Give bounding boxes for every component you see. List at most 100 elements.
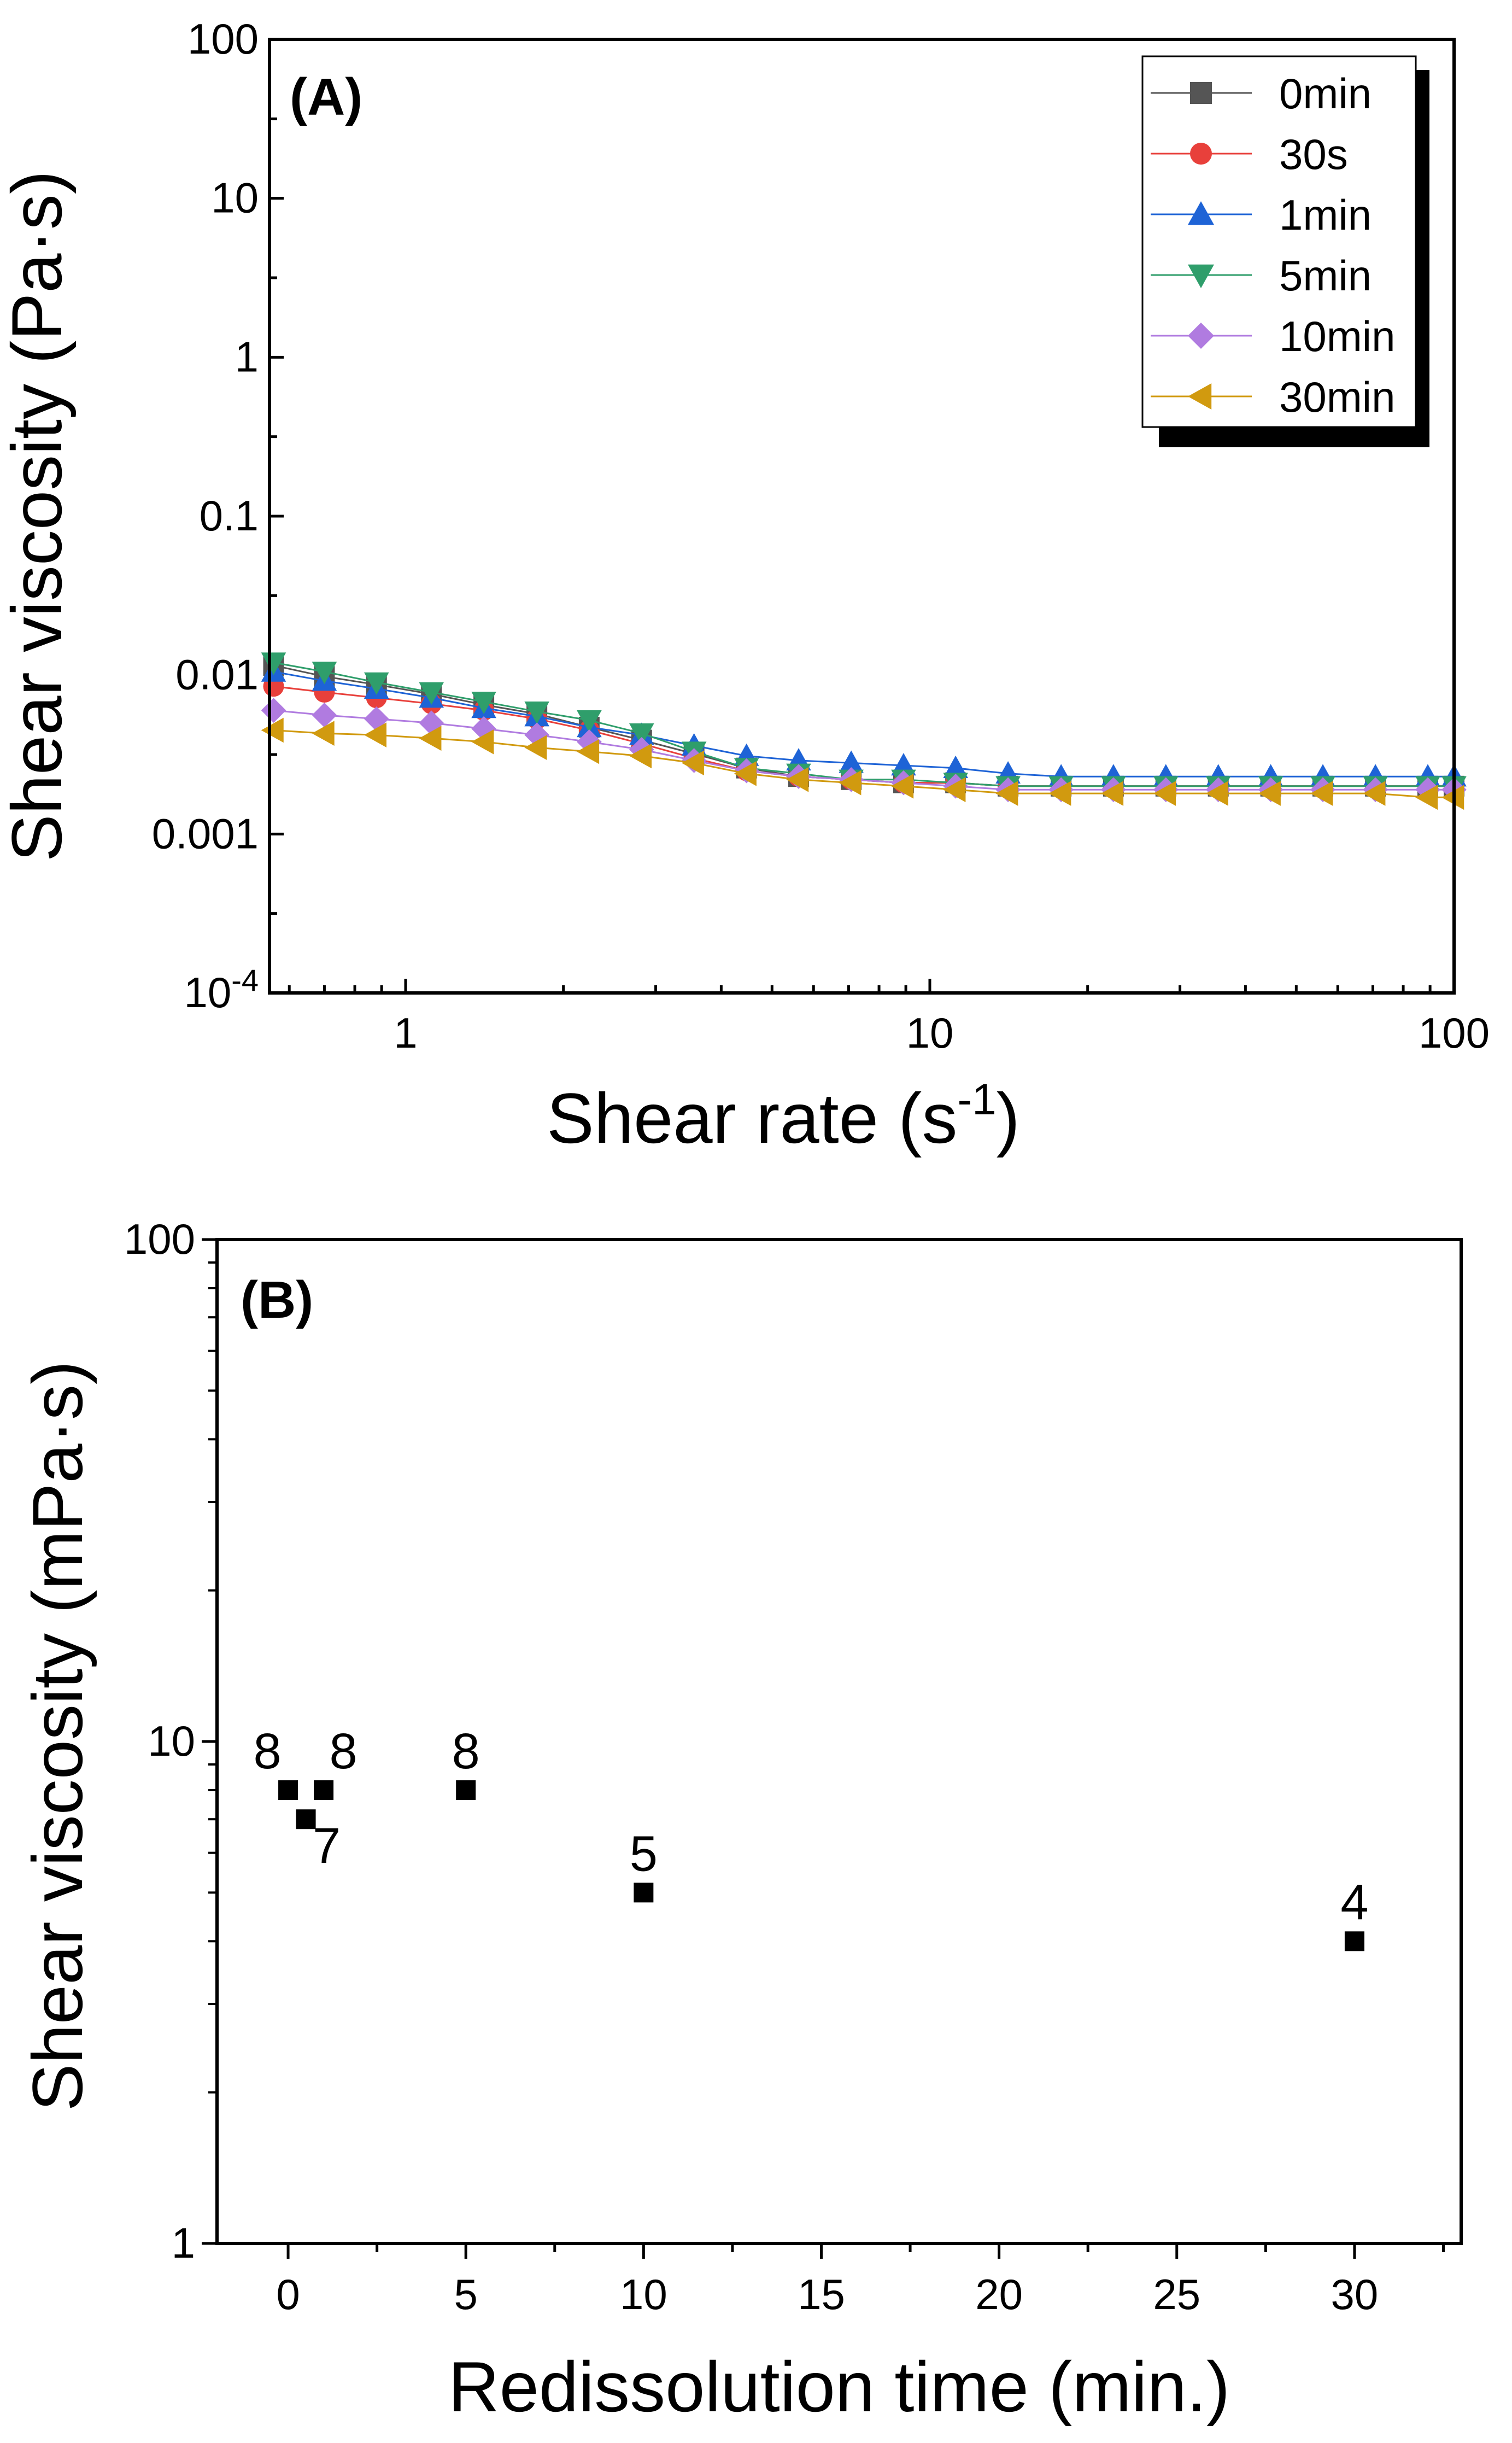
y-tick-label: 10-4 [184, 963, 259, 1016]
data-point [261, 698, 286, 723]
data-point [943, 755, 968, 778]
series-30min [261, 717, 1464, 810]
legend-item-5min: 5min [1151, 252, 1372, 300]
y-tick-label: 1 [172, 2219, 195, 2267]
x-tick-label: 20 [975, 2270, 1023, 2318]
panel-a-y-axis-label: Shear viscosity (Pa·s) [0, 171, 77, 862]
legend-marker [1190, 143, 1212, 165]
panel-b-ticks [202, 1238, 1445, 2259]
data-point [634, 1883, 654, 1903]
legend-box [1141, 55, 1417, 428]
panel-a-x-axis-label-text: Shear rate (s [547, 1078, 957, 1158]
data-point [943, 777, 966, 803]
data-point [1205, 781, 1228, 806]
panel-a-plot-frame [268, 38, 1456, 995]
data-point [364, 672, 389, 695]
data-point [1415, 785, 1438, 810]
legend-label: 10min [1279, 312, 1395, 360]
legend-item-1min: 1min [1151, 191, 1372, 239]
data-label: 7 [313, 1818, 341, 1874]
x-tick-label: 25 [1153, 2270, 1200, 2318]
panel-a-x-axis-label: Shear rate (s-1) [547, 1075, 1020, 1158]
legend-item-30s: 30s [1151, 130, 1348, 178]
data-point [1344, 1931, 1364, 1951]
data-point [839, 770, 862, 796]
x-tick-label: 30 [1331, 2270, 1379, 2318]
panel-b-label: (B) [241, 1271, 313, 1329]
data-point [419, 726, 442, 751]
data-point [261, 717, 284, 743]
data-point [1310, 781, 1333, 806]
legend-item-0min: 0min [1151, 69, 1372, 118]
data-point [524, 735, 547, 760]
data-point [524, 722, 549, 747]
data-point [1048, 781, 1071, 806]
panel-b-points: 878 854 [253, 1723, 1369, 1951]
legend-label: 5min [1279, 252, 1372, 300]
x-tick-label: 1 [394, 1009, 417, 1057]
data-label: 8 [329, 1723, 357, 1779]
data-point [1258, 781, 1281, 806]
series-line [273, 671, 1454, 778]
legend-label: 0min [1279, 69, 1372, 118]
data-point [577, 739, 600, 764]
data-label: 8 [253, 1723, 281, 1779]
data-point [577, 710, 602, 733]
data-point [314, 1780, 334, 1800]
data-point [1363, 781, 1386, 806]
x-tick-label: 10 [906, 1009, 954, 1057]
legend-item-30min: 30min [1151, 373, 1395, 421]
data-point [364, 722, 386, 747]
data-point [524, 702, 549, 724]
y-tick-label: 100 [187, 15, 259, 63]
panel-b-plot-frame [215, 1238, 1463, 2245]
data-point [629, 743, 652, 769]
x-tick-label: 10 [620, 2270, 667, 2318]
data-point [312, 721, 335, 746]
y-tick-label-base: 10 [184, 968, 231, 1016]
panel-a-series [261, 652, 1467, 810]
data-point [456, 1780, 476, 1800]
data-point [839, 750, 864, 773]
series-0min [263, 655, 1464, 797]
legend-marker [1188, 201, 1214, 225]
panel-b-tick-labels: 0 5 10 15 20 25 30 1 10 100 [124, 1215, 1378, 2318]
data-point [296, 1809, 316, 1830]
y-tick-label: 100 [124, 1215, 195, 1263]
panel-a-label: (A) [290, 68, 362, 126]
legend-label: 30min [1279, 373, 1395, 421]
panel-b-x-axis-label: Redissolution time (min.) [448, 2347, 1230, 2427]
legend-label: 1min [1279, 191, 1372, 239]
panel-a-x-axis-label-sup: -1 [957, 1075, 996, 1124]
legend-item-10min: 10min [1151, 312, 1395, 360]
legend-items: 0min 30s 1min 5min 10min 30min [1151, 69, 1395, 421]
data-point [312, 703, 337, 728]
legend-marker [1188, 383, 1212, 410]
data-point [629, 723, 654, 746]
data-point [734, 761, 757, 786]
data-label: 8 [452, 1723, 480, 1779]
data-point [1153, 781, 1176, 806]
x-tick-label: 5 [454, 2270, 478, 2318]
y-tick-label: 10 [148, 1717, 195, 1765]
x-tick-label: 0 [276, 2270, 300, 2318]
panel-b-chart: 878 854 0 5 10 15 20 25 30 1 10 100 (B) Redissolut… [17, 1215, 1463, 2427]
y-tick-label: 0.01 [175, 651, 259, 699]
panel-a-legend: 0min 30s 1min 5min 10min 30min [1141, 55, 1429, 447]
legend-marker [1188, 264, 1214, 288]
y-tick-label: 10 [211, 174, 259, 222]
x-tick-label: 15 [798, 2270, 845, 2318]
panel-b-y-axis-label: Shear viscosity (mPa·s) [17, 1361, 97, 2112]
data-point [261, 652, 286, 675]
data-point [471, 692, 496, 715]
x-tick-label: 100 [1419, 1009, 1490, 1057]
data-point [891, 774, 914, 799]
legend-marker [1190, 82, 1212, 104]
data-point [681, 750, 704, 776]
data-label: 4 [1340, 1874, 1368, 1930]
legend-marker [1188, 323, 1214, 349]
y-tick-label: 1 [235, 332, 259, 381]
